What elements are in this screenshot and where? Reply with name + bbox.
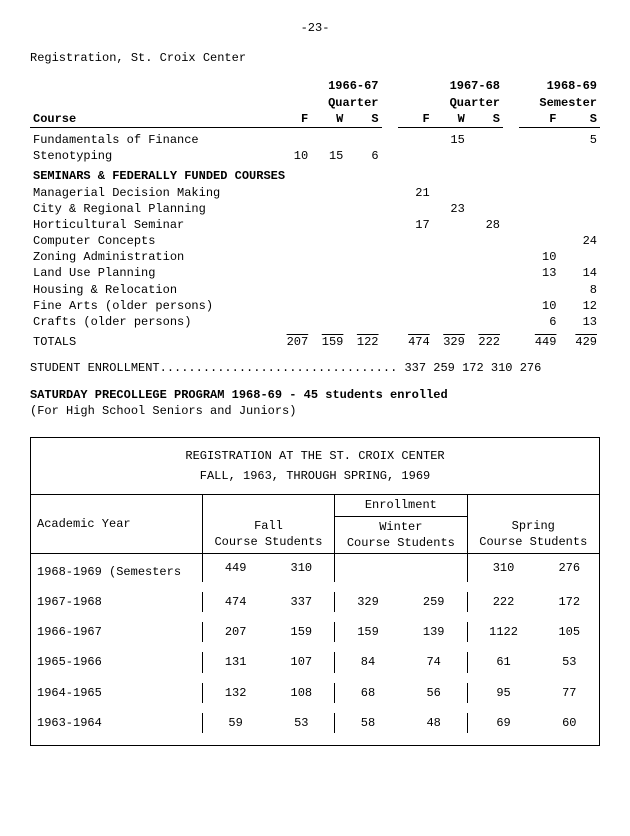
table-row: Computer Concepts 24	[30, 233, 600, 249]
saturday-program: SATURDAY PRECOLLEGE PROGRAM 1968-69 - 45…	[30, 387, 600, 419]
totals-row: TOTALS 207 159 122 474 329 222 449 429	[30, 334, 600, 350]
table-row: Land Use Planning 1314	[30, 265, 600, 281]
table-row: Fine Arts (older persons) 1012	[30, 298, 600, 314]
student-enrollment: STUDENT ENROLLMENT 337 259 172 310 276	[30, 360, 600, 376]
table-row: 1968-1969 (Semesters 449310 310276	[31, 553, 600, 582]
table-row: 1966-1967 207159 159139 1122105	[31, 622, 600, 642]
table-row: Housing & Relocation 8	[30, 282, 600, 298]
course-header: Course	[30, 111, 276, 128]
table-row: Horticultural Seminar 1728	[30, 217, 600, 233]
table-row: Crafts (older persons) 613	[30, 314, 600, 330]
seminar-heading: SEMINARS & FEDERALLY FUNDED COURSES	[30, 168, 600, 184]
course-table: 1966-67 1967-68 1968-69 Quarter Quarter …	[30, 78, 600, 350]
table-row: Fundamentals of Finance 15 5	[30, 132, 600, 148]
table-row: 1965-1966 131107 8474 6153	[31, 652, 600, 672]
table-row: Managerial Decision Making 21	[30, 185, 600, 201]
page-number: -23-	[30, 20, 600, 36]
table-row: 1963-1964 5953 5848 6960	[31, 713, 600, 733]
table-row: City & Regional Planning 23	[30, 201, 600, 217]
enrollment-box-table: REGISTRATION AT THE ST. CROIX CENTER FAL…	[30, 437, 600, 746]
table-row: Stenotyping 10156	[30, 148, 600, 164]
table-row: Zoning Administration 10	[30, 249, 600, 265]
table-row: 1967-1968 474337 329259 222172	[31, 592, 600, 612]
page-title: Registration, St. Croix Center	[30, 50, 600, 66]
table-row: 1964-1965 132108 6856 9577	[31, 683, 600, 703]
